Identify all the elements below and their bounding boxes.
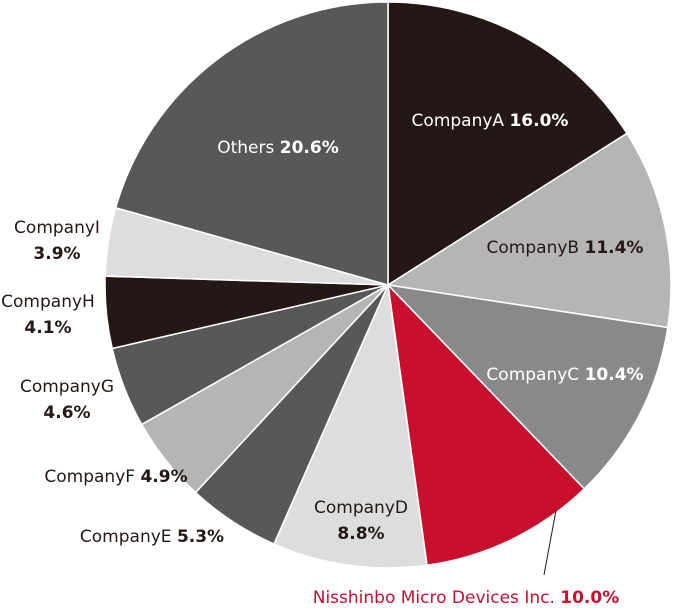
pie-slice-companya xyxy=(387,1,628,287)
pie-label-name: Nisshinbo Micro Devices Inc. xyxy=(313,588,561,608)
pie-label-value: 11.4% xyxy=(584,238,643,258)
pie-label-companya: CompanyA 16.0% xyxy=(412,111,569,131)
pie-label-value: 10.0% xyxy=(560,588,619,608)
pie-labels: CompanyA 16.0% CompanyB 11.4% CompanyC 10.… xyxy=(1,111,643,608)
pie-label-companyg: CompanyG 4.6% xyxy=(20,377,114,423)
pie-label-name: CompanyA xyxy=(412,111,510,131)
pie-label-value: 4.6% xyxy=(43,403,90,423)
pie-label-value: 3.9% xyxy=(33,244,80,264)
leader-line-nisshinbo-micro-devices-inc xyxy=(543,510,557,576)
pie-label-value: 10.4% xyxy=(585,365,644,385)
pie-label-companyf: CompanyF 4.9% xyxy=(44,467,187,487)
pie-label-value: 8.8% xyxy=(337,524,384,544)
pie-label-others: Others 20.6% xyxy=(217,138,339,158)
pie-slice-companyd xyxy=(272,282,428,569)
pie-label-companyh: CompanyH 4.1% xyxy=(1,292,95,338)
pie-label-value: 20.6% xyxy=(280,138,339,158)
pie-slice-companyc xyxy=(385,283,669,490)
pie-label-companyb: CompanyB 11.4% xyxy=(487,238,644,258)
pie-label-value: 16.0% xyxy=(509,111,568,131)
pie-label-nisshinbo-micro-devices-inc: Nisshinbo Micro Devices Inc. 10.0% xyxy=(313,588,620,608)
pie-label-name: Others xyxy=(217,138,280,158)
pie-label-value: 4.1% xyxy=(24,318,71,338)
pie-label-value: 5.3% xyxy=(177,527,224,547)
pie-label-name: CompanyH xyxy=(1,292,95,312)
pie-slices xyxy=(104,1,672,569)
pie-label-companyd: CompanyD 8.8% xyxy=(314,498,408,544)
pie-label-name: CompanyB xyxy=(487,238,585,258)
pie-label-value: 4.9% xyxy=(140,467,187,487)
pie-label-name: CompanyC xyxy=(486,365,584,385)
pie-label-name: CompanyG xyxy=(20,377,114,397)
pie-label-companyc: CompanyC 10.4% xyxy=(486,365,643,385)
pie-label-companye: CompanyE 5.3% xyxy=(80,527,224,547)
pie-label-name: CompanyF xyxy=(44,467,140,487)
leader-lines xyxy=(543,510,557,576)
pie-slice-others xyxy=(114,1,389,286)
pie-label-name: CompanyD xyxy=(314,498,408,518)
pie-label-name: CompanyE xyxy=(80,527,177,547)
pie-label-name: CompanyI xyxy=(14,218,100,238)
pie-label-companyi: CompanyI 3.9% xyxy=(14,218,100,264)
pie-slice-nisshinbo-micro-devices-inc xyxy=(386,282,586,567)
pie-slice-companyb xyxy=(385,132,672,329)
